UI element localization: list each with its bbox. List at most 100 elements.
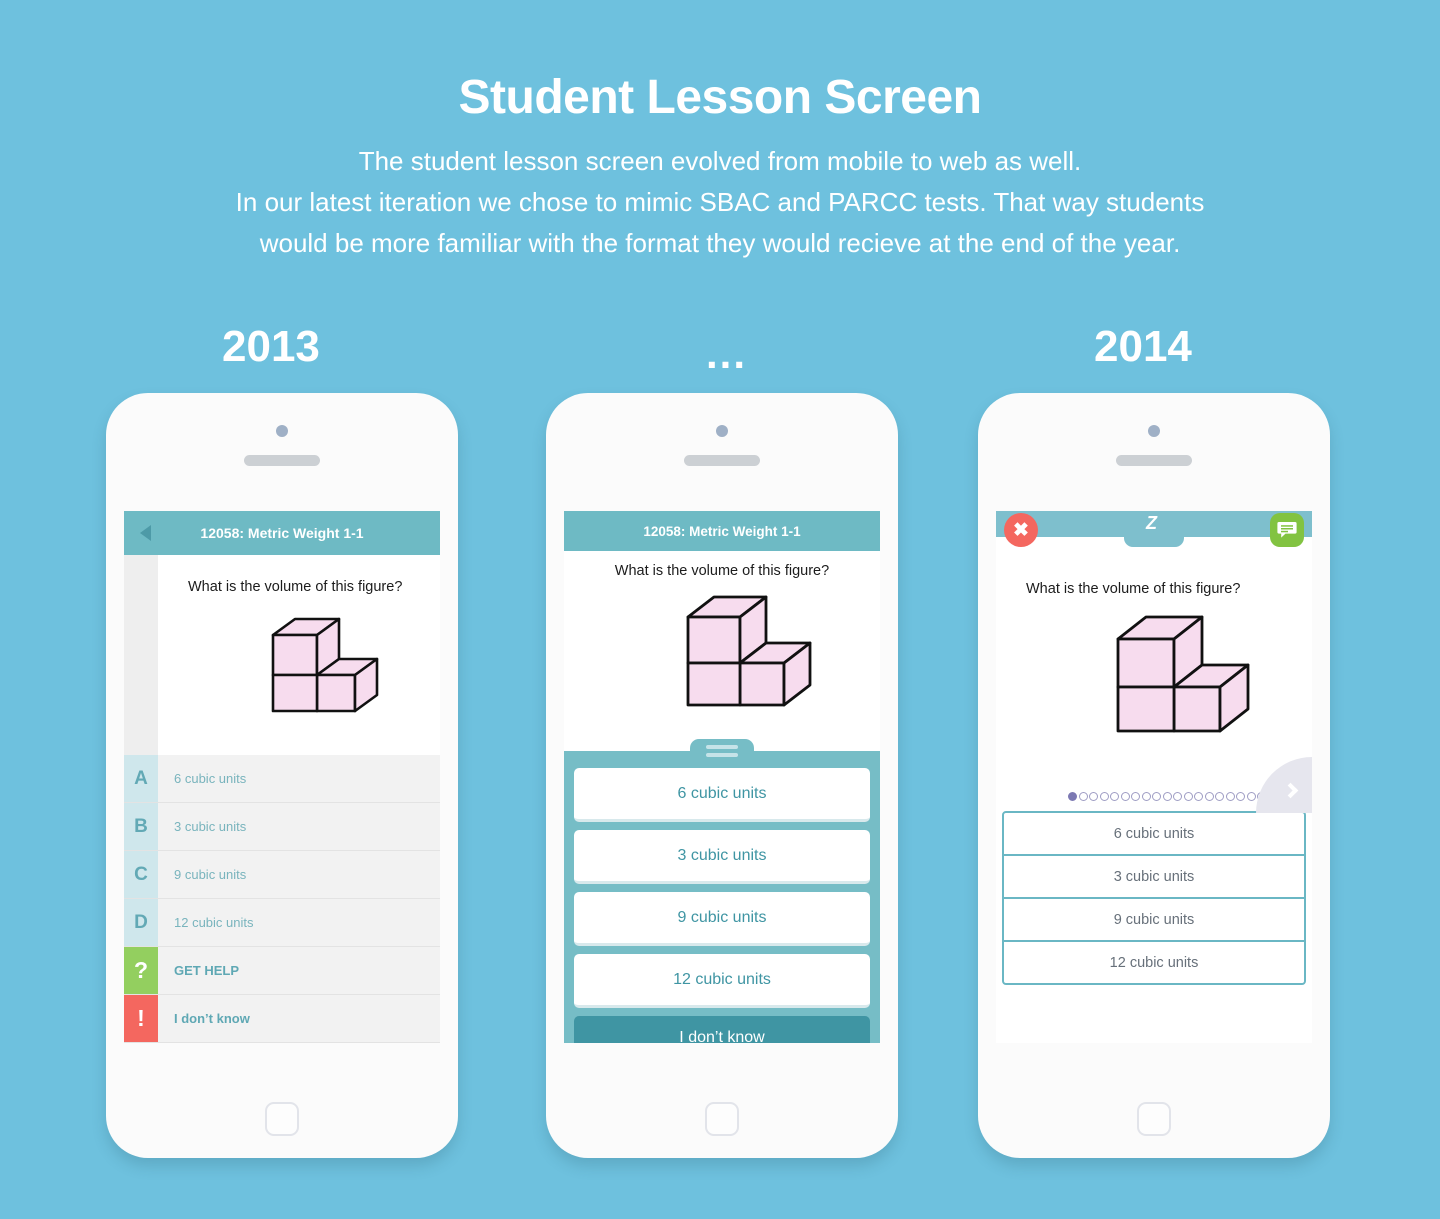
chevron-right-icon[interactable]: [1256, 757, 1312, 813]
question-text: What is the volume of this figure?: [188, 579, 403, 595]
get-help-label: GET HELP: [158, 947, 440, 994]
pagination-dot[interactable]: [1099, 792, 1109, 801]
question-mark-icon: ?: [124, 947, 158, 994]
back-arrow-icon[interactable]: [140, 525, 151, 541]
answer-drawer-handle-area: [564, 739, 880, 761]
pagination-dot[interactable]: [1152, 792, 1161, 801]
answer-list: A 6 cubic units B 3 cubic units C 9 cubi…: [124, 755, 440, 1043]
pagination-dot[interactable]: [1078, 792, 1088, 801]
page-header: Student Lesson Screen The student lesson…: [0, 0, 1440, 264]
drag-handle-icon[interactable]: [690, 739, 754, 761]
question-panel: What is the volume of this figure?: [158, 555, 440, 755]
phone-mockup-2013: 12058: Metric Weight 1-1 What is the vol…: [106, 393, 458, 1158]
chat-bubble-icon[interactable]: [1270, 513, 1304, 547]
subtitle-line-2: In our latest iteration we chose to mimi…: [235, 187, 1205, 217]
i-dont-know-row[interactable]: ! I don’t know: [124, 995, 440, 1043]
pagination-dot[interactable]: [1194, 792, 1203, 801]
phone-screen-mid: 12058: Metric Weight 1-1 What is the vol…: [564, 511, 880, 1043]
pagination-dot[interactable]: [1204, 792, 1214, 801]
pagination-dot[interactable]: [1173, 792, 1182, 801]
lesson-title: 12058: Metric Weight 1-1: [643, 523, 801, 539]
answer-row-a[interactable]: A 6 cubic units: [124, 755, 440, 803]
side-strip: [124, 555, 158, 755]
pagination-dot[interactable]: [1131, 792, 1140, 801]
answer-text: 12 cubic units: [158, 899, 440, 946]
pagination-dot[interactable]: [1215, 792, 1224, 801]
drawer-edge-left: [564, 751, 722, 761]
get-help-row[interactable]: ? GET HELP: [124, 947, 440, 995]
pagination-dot[interactable]: [1089, 792, 1098, 801]
answer-list: 6 cubic units 3 cubic units 9 cubic unit…: [996, 807, 1312, 985]
question-text: What is the volume of this figure?: [614, 563, 830, 579]
answer-letter: B: [124, 803, 158, 850]
home-button[interactable]: [265, 1102, 299, 1136]
three-cube-l-shape-figure: [251, 613, 381, 718]
subtitle-line-1: The student lesson screen evolved from m…: [358, 146, 1082, 176]
answer-letter: C: [124, 851, 158, 898]
speaker-grill: [1116, 455, 1192, 466]
answer-text: 9 cubic units: [158, 851, 440, 898]
close-icon[interactable]: ✖: [1004, 513, 1038, 547]
answer-button-4[interactable]: 12 cubic units: [1002, 940, 1306, 985]
camera-icon: [1148, 425, 1160, 437]
chevron-glyph: [1282, 782, 1298, 798]
i-dont-know-label: I don’t know: [158, 995, 440, 1042]
drawer-edge-right: [722, 751, 880, 761]
three-cube-l-shape-figure: [1092, 611, 1252, 739]
pagination-dot-active[interactable]: [1068, 792, 1077, 801]
year-label-2014: 2014: [1094, 322, 1192, 371]
answer-button-3[interactable]: 9 cubic units: [574, 892, 870, 946]
lesson-topbar: 12058: Metric Weight 1-1: [564, 511, 880, 551]
answer-letter: A: [124, 755, 158, 802]
answer-button-4[interactable]: 12 cubic units: [574, 954, 870, 1008]
page-title: Student Lesson Screen: [458, 71, 982, 124]
speaker-grill: [244, 455, 320, 466]
answer-row-d[interactable]: D 12 cubic units: [124, 899, 440, 947]
answer-row-c[interactable]: C 9 cubic units: [124, 851, 440, 899]
lesson-topbar: 12058: Metric Weight 1-1: [124, 511, 440, 555]
answer-button-2[interactable]: 3 cubic units: [1002, 854, 1306, 899]
exclamation-icon: !: [124, 995, 158, 1042]
pagination-dot[interactable]: [1183, 792, 1193, 801]
topbar-background: [996, 511, 1312, 537]
answer-letter: D: [124, 899, 158, 946]
app-logo: Z: [1146, 513, 1157, 533]
timeline-separator: ...: [706, 330, 748, 377]
i-dont-know-button[interactable]: I don’t know: [574, 1016, 870, 1043]
pagination-dot[interactable]: [1110, 792, 1119, 801]
phone-mockup-mid: 12058: Metric Weight 1-1 What is the vol…: [546, 393, 898, 1158]
lesson-topbar: Z ✖: [996, 511, 1312, 547]
topbar-notch: [1124, 533, 1184, 547]
answer-button-2[interactable]: 3 cubic units: [574, 830, 870, 884]
answer-button-1[interactable]: 6 cubic units: [574, 768, 870, 822]
answer-row-b[interactable]: B 3 cubic units: [124, 803, 440, 851]
question-area: What is the volume of this figure?: [564, 551, 880, 739]
phone-mockup-2014: Z ✖ What is the volume of this figure?: [978, 393, 1330, 1158]
answer-panel: 6 cubic units 3 cubic units 9 cubic unit…: [564, 761, 880, 1043]
camera-icon: [716, 425, 728, 437]
question-area: What is the volume of this figure?: [996, 547, 1312, 813]
pagination-dot[interactable]: [1162, 792, 1172, 801]
pagination-dot[interactable]: [1236, 792, 1245, 801]
subtitle-line-3: would be more familiar with the format t…: [259, 228, 1181, 258]
year-label-2013: 2013: [222, 322, 320, 371]
home-button[interactable]: [1137, 1102, 1171, 1136]
three-cube-l-shape-figure: [664, 591, 814, 713]
answer-button-3[interactable]: 9 cubic units: [1002, 897, 1306, 942]
answer-text: 3 cubic units: [158, 803, 440, 850]
phone-screen-2013: 12058: Metric Weight 1-1 What is the vol…: [124, 511, 440, 1043]
camera-icon: [276, 425, 288, 437]
page-subtitle: The student lesson screen evolved from m…: [0, 141, 1440, 264]
phone-screen-2014: Z ✖ What is the volume of this figure?: [996, 511, 1312, 1043]
speaker-grill: [684, 455, 760, 466]
pagination-dot[interactable]: [1120, 792, 1130, 801]
home-button[interactable]: [705, 1102, 739, 1136]
pagination-dot[interactable]: [1225, 792, 1235, 801]
answer-button-1[interactable]: 6 cubic units: [1002, 811, 1306, 856]
question-area: What is the volume of this figure?: [124, 555, 440, 755]
question-text: What is the volume of this figure?: [1026, 581, 1241, 597]
pagination-dot[interactable]: [1141, 792, 1151, 801]
pagination-dot[interactable]: [1246, 792, 1256, 801]
lesson-title: 12058: Metric Weight 1-1: [200, 525, 364, 541]
